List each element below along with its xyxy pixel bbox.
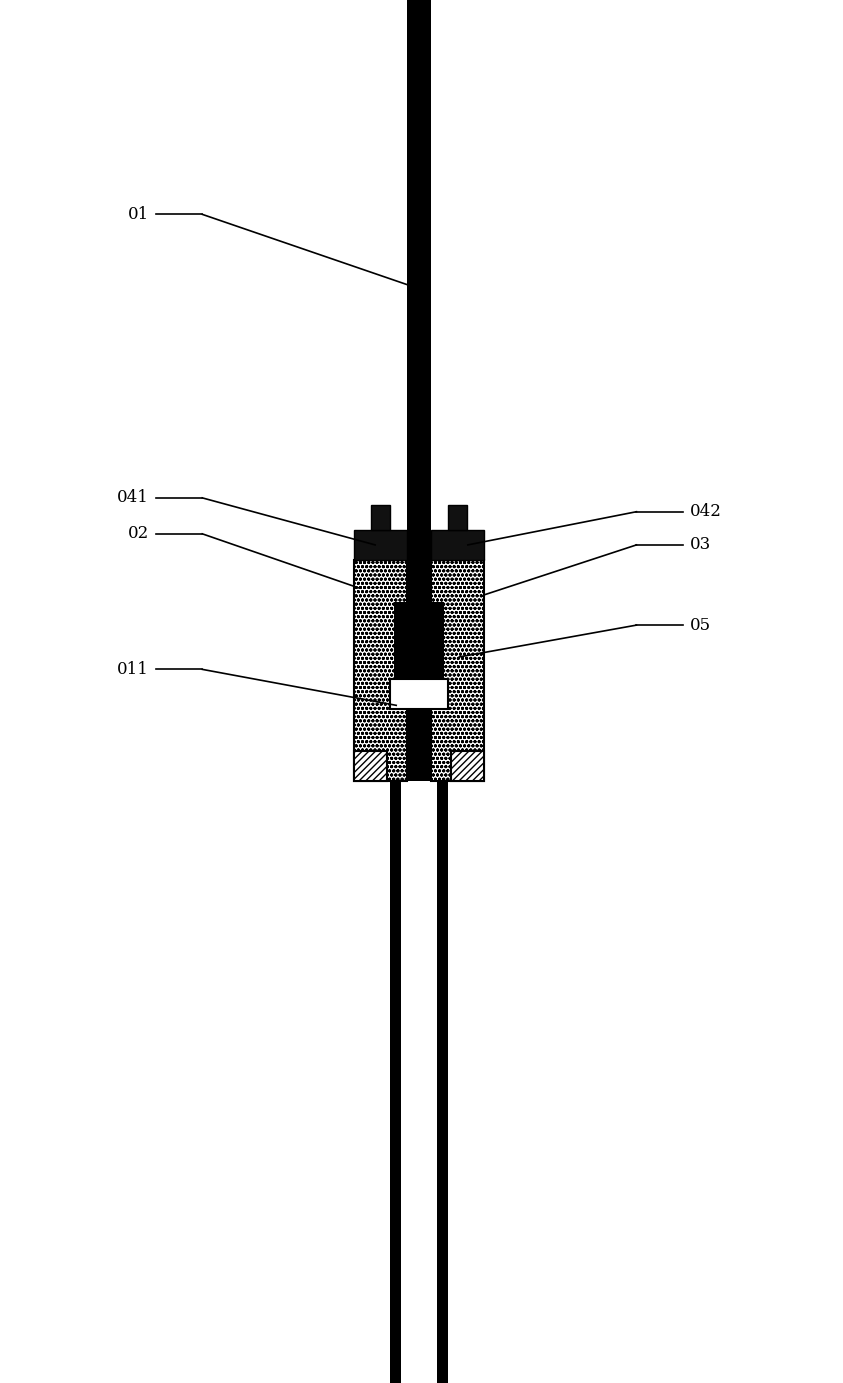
- Text: 01: 01: [128, 206, 149, 223]
- Bar: [431, 530, 484, 560]
- Text: 011: 011: [117, 661, 149, 678]
- Text: 02: 02: [128, 526, 149, 542]
- Text: 03: 03: [690, 537, 711, 553]
- Bar: [394, 602, 444, 685]
- Bar: [407, 0, 431, 609]
- Bar: [371, 505, 389, 530]
- Text: 05: 05: [690, 617, 711, 633]
- Bar: [450, 751, 484, 781]
- Bar: [448, 505, 467, 530]
- Bar: [407, 560, 431, 781]
- Text: 042: 042: [690, 503, 722, 520]
- Bar: [354, 751, 387, 781]
- Bar: [354, 530, 407, 560]
- Bar: [390, 781, 448, 1383]
- Bar: [401, 781, 437, 1383]
- Bar: [390, 679, 448, 709]
- Text: 041: 041: [117, 490, 149, 506]
- Bar: [431, 560, 484, 781]
- Bar: [354, 560, 407, 781]
